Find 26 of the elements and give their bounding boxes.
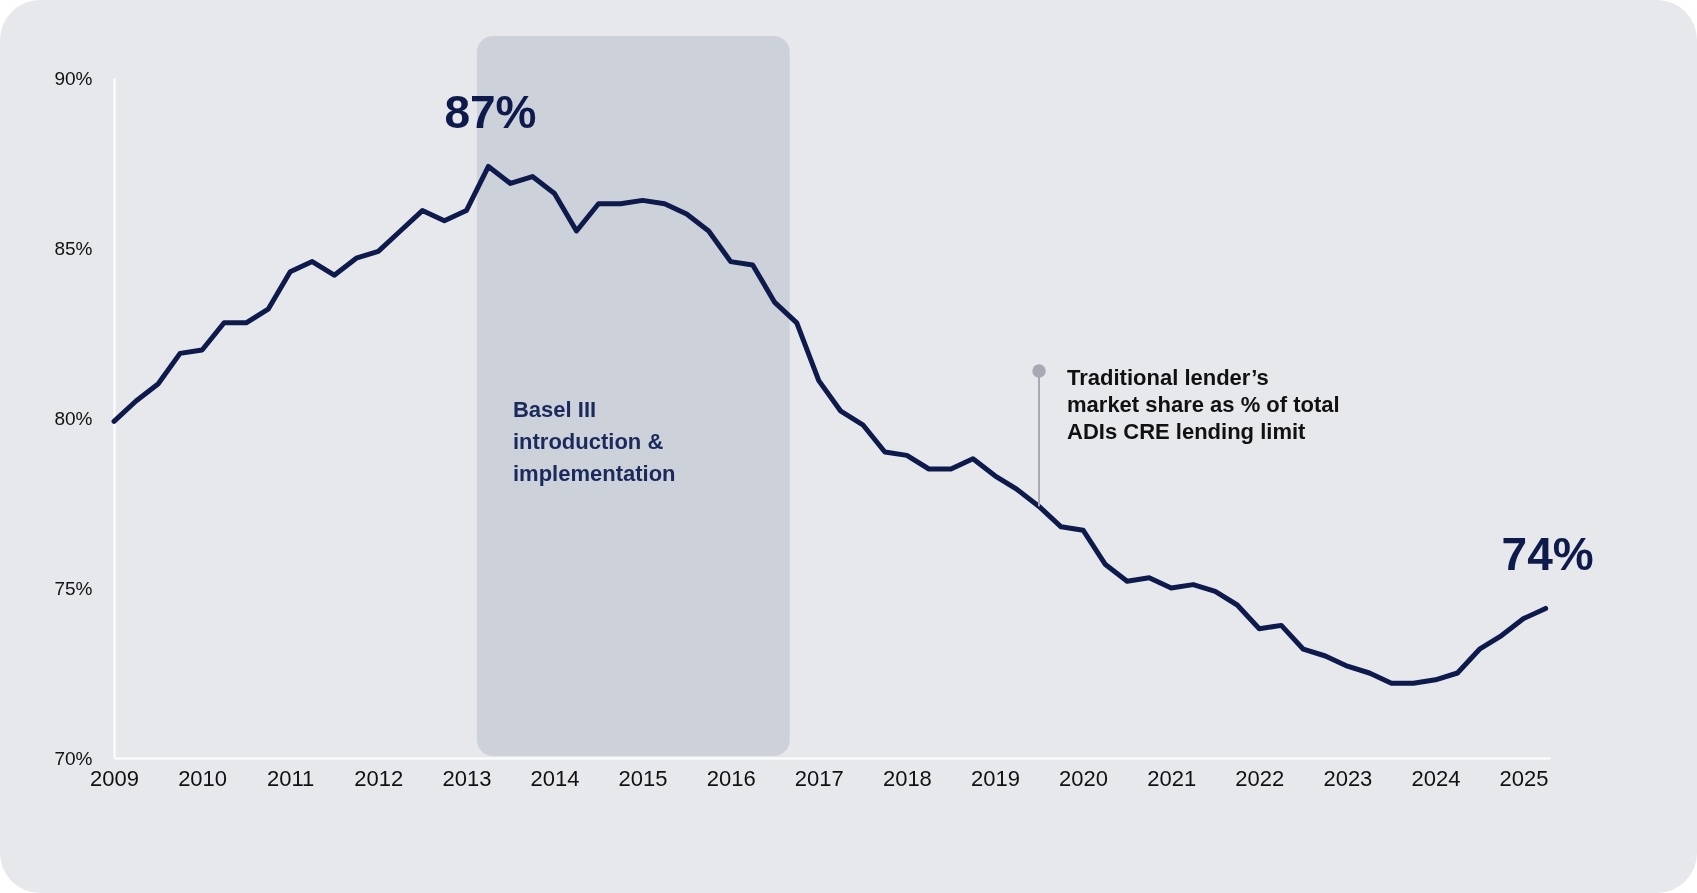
y-tick-label: 75% (54, 577, 93, 599)
x-tick-label: 2015 (618, 765, 668, 791)
annotation: Traditional lender’s market share as % of total ADIs CRE lending limit (1067, 365, 1340, 444)
x-tick-label: 2022 (1235, 765, 1285, 791)
annotation: 74% (1501, 528, 1594, 581)
x-tick-label: 2020 (1059, 765, 1109, 791)
x-tick-label: 2012 (354, 765, 404, 791)
y-tick-label: 80% (54, 407, 93, 429)
x-tick-label: 2024 (1411, 765, 1461, 791)
y-tick-label: 90% (54, 67, 93, 89)
x-tick-label: 2016 (706, 765, 756, 791)
band-label: Basel III introduction & implementation (512, 397, 676, 486)
y-tick-label: 70% (54, 747, 93, 769)
x-tick-label: 2017 (794, 765, 844, 791)
x-tick-label: 2009 (90, 765, 139, 791)
x-tick-label: 2013 (442, 765, 492, 791)
x-tick-label: 2010 (178, 765, 228, 791)
x-tick-label: 2019 (971, 765, 1020, 791)
x-tick-label: 2023 (1323, 765, 1373, 791)
y-tick-label: 85% (54, 237, 93, 259)
x-tick-label: 2011 (267, 765, 315, 791)
annotation: 87% (444, 86, 537, 139)
x-tick-label: 2021 (1147, 765, 1197, 791)
x-tick-label: 2025 (1499, 765, 1549, 791)
x-tick-label: 2018 (882, 765, 932, 791)
x-tick-label: 2014 (530, 765, 580, 791)
